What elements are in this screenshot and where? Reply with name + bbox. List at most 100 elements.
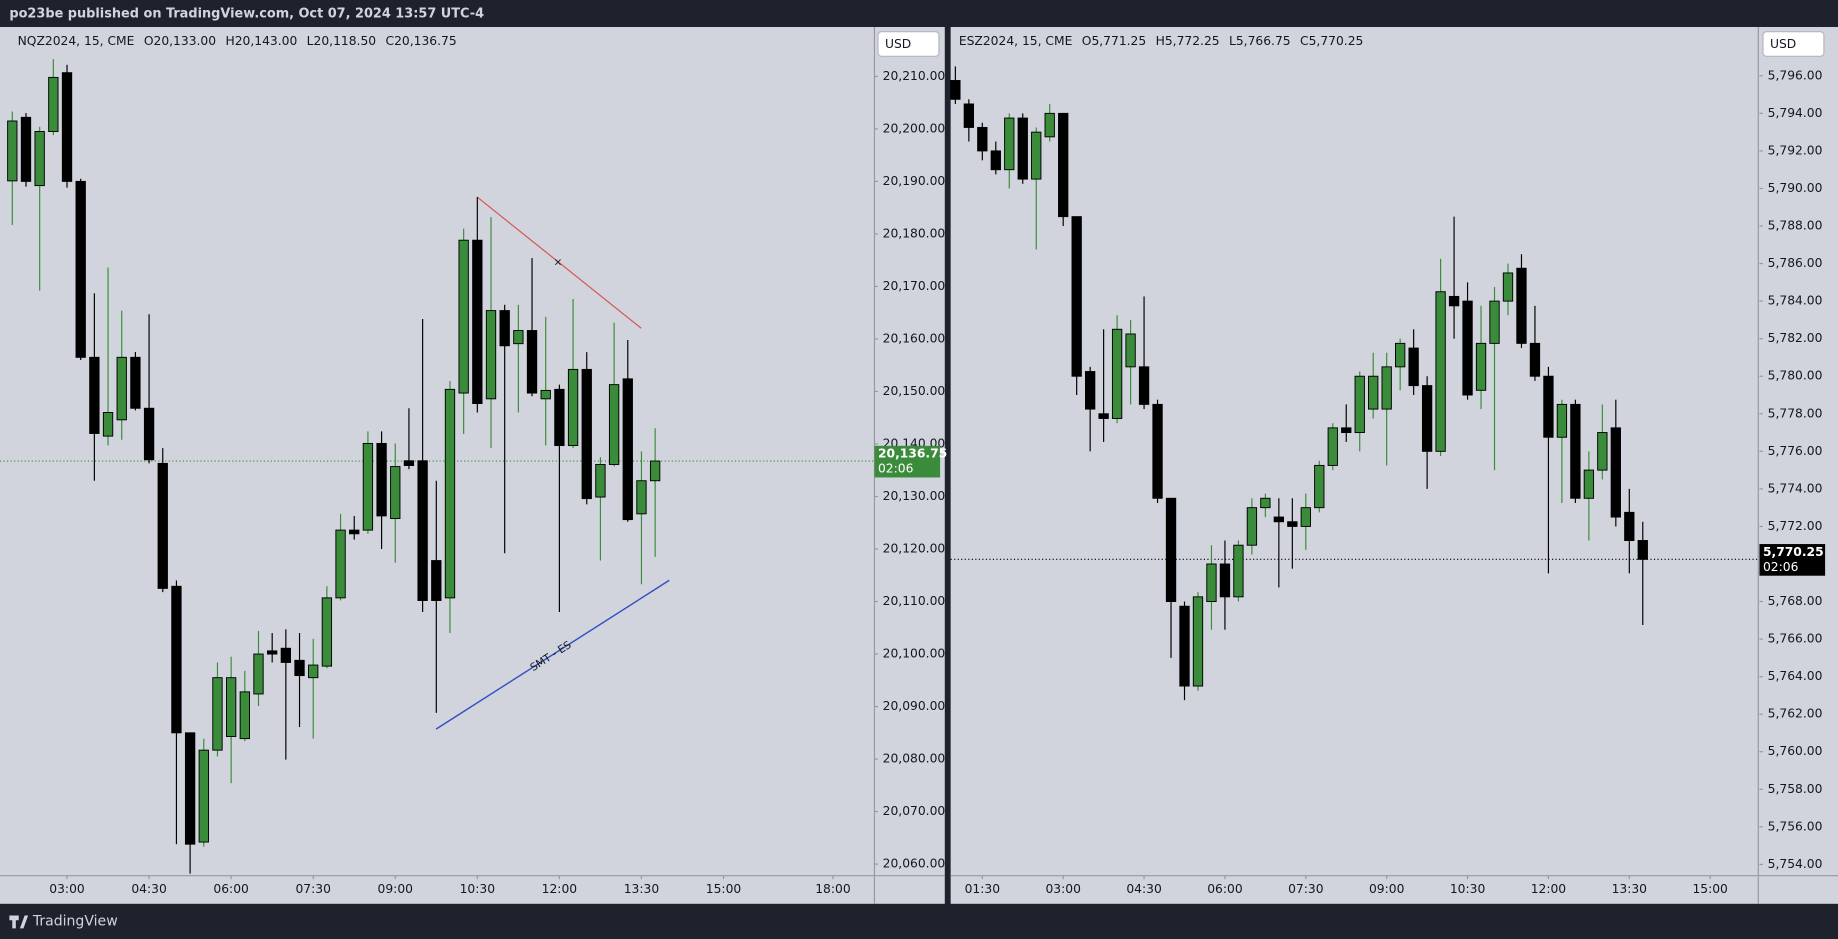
currency-box <box>877 31 940 57</box>
candle-body <box>977 126 988 152</box>
ohlc-value: C20,136.75 <box>385 34 456 48</box>
y-tick-label: 5,766.00 <box>1768 632 1823 646</box>
y-tick-label: 5,768.00 <box>1768 594 1823 608</box>
candle-body <box>458 239 469 394</box>
candle-body <box>608 384 620 465</box>
y-tick-label: 5,786.00 <box>1768 256 1823 270</box>
y-tick-label: 20,090.00 <box>883 699 946 713</box>
y-tick-label: 5,760.00 <box>1768 744 1823 758</box>
candle-body <box>1273 516 1285 523</box>
candle-body <box>7 120 18 182</box>
candle-body <box>1408 347 1419 387</box>
ohlc-value: C5,770.25 <box>1300 34 1363 48</box>
candle-body <box>1111 328 1123 419</box>
candle-body <box>1489 300 1500 344</box>
candle-body <box>321 597 333 667</box>
ohlc-value: H5,772.25 <box>1156 34 1220 48</box>
candle-body <box>1233 544 1244 598</box>
last-price-label: 20,136.75 <box>878 447 947 461</box>
candle-body <box>1381 366 1392 410</box>
candle-body <box>1004 117 1015 171</box>
candle-body <box>267 650 278 655</box>
brand-name: TradingView <box>32 913 118 929</box>
trend-line <box>435 579 670 730</box>
candle-body <box>335 529 346 599</box>
candle-body <box>1179 605 1190 687</box>
candle-body <box>1192 596 1204 687</box>
countdown: 02:06 <box>1763 560 1799 574</box>
candle-body <box>390 466 401 520</box>
y-tick-label: 20,190.00 <box>883 174 946 188</box>
candle-body <box>1219 563 1231 598</box>
candle-body <box>540 389 551 400</box>
candle-body <box>1597 432 1608 471</box>
y-tick-label: 20,070.00 <box>883 804 946 818</box>
y-tick-label: 20,170.00 <box>883 279 946 293</box>
y-tick-label: 5,758.00 <box>1768 782 1823 796</box>
candle-body <box>567 368 579 447</box>
candle-body <box>1058 112 1069 218</box>
y-tick-label: 5,796.00 <box>1768 68 1823 82</box>
candle-body <box>1327 427 1338 466</box>
ohlc-value: O20,133.00 <box>144 34 216 48</box>
ohlc-value: L20,118.50 <box>307 34 376 48</box>
symbol-info: ESZ2024, 15, CME O5,771.25 H5,772.25 L5,766… <box>959 34 1364 48</box>
candle-body <box>472 239 483 405</box>
candle-body <box>1475 342 1487 391</box>
candle-body <box>499 310 510 347</box>
candle-body <box>1314 464 1325 509</box>
y-tick-label: 20,120.00 <box>883 542 946 556</box>
y-tick-label: 5,756.00 <box>1768 819 1823 833</box>
last-price-tag <box>1759 544 1826 576</box>
currency: USD <box>885 37 911 51</box>
right-panel <box>950 26 1838 904</box>
y-tick-label: 20,060.00 <box>883 857 946 871</box>
x-tick-label: 13:30 <box>624 882 659 896</box>
candle-body <box>595 463 606 498</box>
y-tick-label: 5,776.00 <box>1768 444 1823 458</box>
x-tick-label: 06:00 <box>213 882 248 896</box>
candle-body <box>1260 497 1271 509</box>
x-tick-label: 03:00 <box>49 882 84 896</box>
candle-body <box>1206 563 1217 603</box>
currency: USD <box>1770 37 1796 51</box>
candle-body <box>1084 371 1096 410</box>
y-tick-label: 5,782.00 <box>1768 331 1823 345</box>
x-tick-label: 04:30 <box>1126 882 1161 896</box>
candle-body <box>554 388 565 447</box>
candle-body <box>294 659 305 677</box>
ohlc-value: H20,143.00 <box>225 34 297 48</box>
y-tick-label: 5,774.00 <box>1768 481 1823 495</box>
candle-body <box>1098 413 1109 419</box>
x-tick-label: 12:00 <box>542 882 577 896</box>
candle-body <box>1529 342 1541 377</box>
y-tick-label: 20,100.00 <box>883 647 946 661</box>
candle-body <box>431 560 442 601</box>
candle-body <box>1246 507 1258 546</box>
trend-line <box>476 196 642 329</box>
candle-body <box>417 460 428 601</box>
candle-body <box>1138 366 1150 405</box>
x-tick-label: 15:00 <box>1692 882 1727 896</box>
x-tick-label: 09:00 <box>1369 882 1404 896</box>
candle-body <box>130 356 141 409</box>
candle-body <box>1071 216 1082 377</box>
last-price-label: 5,770.25 <box>1763 545 1824 559</box>
candle-body <box>253 653 264 695</box>
symbol-info: NQZ2024, 15, CME O20,133.00 H20,143.00 L20,… <box>18 34 457 48</box>
candle-body <box>34 131 45 187</box>
candle-body <box>513 330 524 345</box>
candle-body <box>622 378 633 521</box>
x-tick-label: 06:00 <box>1207 882 1242 896</box>
candle-body <box>1017 117 1028 180</box>
candle-body <box>1421 385 1433 452</box>
x-tick-label: 03:00 <box>1045 882 1080 896</box>
candle-body <box>485 310 497 400</box>
y-tick-label: 20,110.00 <box>883 594 946 608</box>
candle-body <box>1448 295 1460 307</box>
symbol: ESZ2024, 15, CME <box>959 34 1073 48</box>
y-tick-label: 5,784.00 <box>1768 294 1823 308</box>
brand: TradingView <box>9 913 118 929</box>
candle-body <box>1516 267 1527 344</box>
